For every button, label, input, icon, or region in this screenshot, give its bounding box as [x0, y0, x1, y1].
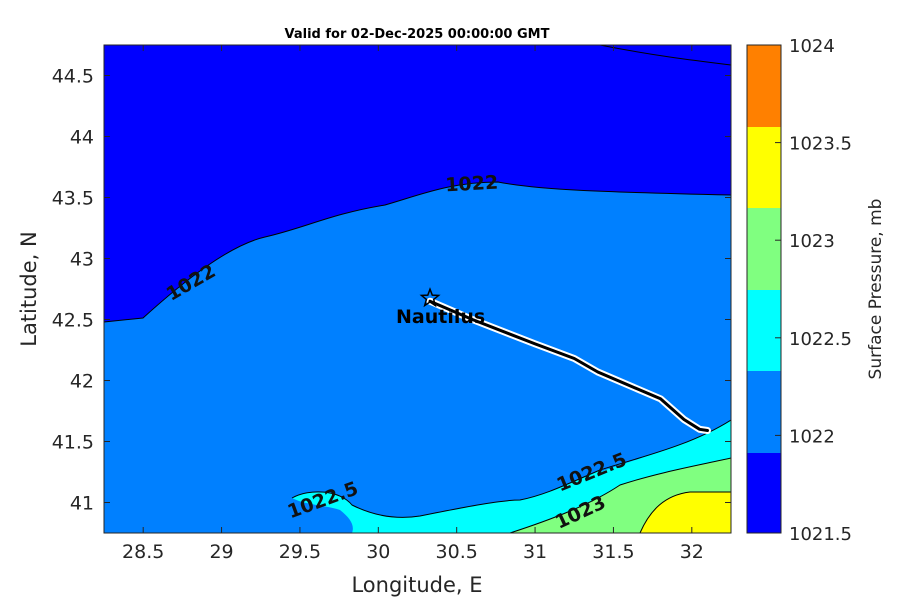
y-tick-label: 42.5: [52, 310, 94, 332]
contour-line-1023: [509, 457, 731, 533]
map-plot-area: 1022 1022 1022.5 1022.5 1023 Nautilus: [104, 45, 731, 533]
x-tick-label: 28.5: [122, 541, 164, 563]
colorbar-tick-label: 1024: [789, 36, 835, 57]
y-axis-label: Latitude, N: [17, 231, 41, 347]
contour-line-1022-topright: [599, 45, 731, 66]
x-axis-label: Longitude, E: [351, 573, 482, 597]
colorbar-band-1024: [747, 45, 781, 127]
colorbar-frame: [746, 44, 782, 534]
y-tick-label: 43: [70, 249, 94, 271]
x-tick-label: 32: [680, 541, 704, 563]
x-axis-ticks: 28.5 29 29.5 30 30.5 31 31.5 32: [122, 45, 704, 563]
contour-line-1023_5: [639, 491, 731, 533]
colorbar-tick-label: 1023: [789, 231, 835, 252]
y-tick-label: 42: [70, 371, 94, 393]
y-tick-label: 41: [70, 493, 94, 515]
ship-track-line: [428, 299, 709, 432]
colorbar-tick-label: 1022.5: [789, 329, 852, 350]
x-tick-label: 30.5: [436, 541, 478, 563]
ship-position-star-icon: [419, 287, 441, 308]
contour-label-1022-top: 1022: [445, 172, 499, 197]
colorbar-tick-label: 1021.5: [789, 524, 852, 545]
colorbar-band-1021_5: [747, 453, 781, 533]
colorbar-ticks: 1024 1023.5 1023 1022.5 1022 1021.5: [775, 36, 852, 545]
band-1022_5-bottom: [292, 470, 620, 533]
colorbar-label: Surface Pressure, mb: [866, 199, 886, 380]
contour-line-1022_5: [291, 419, 731, 518]
y-tick-label: 41.5: [52, 432, 94, 454]
colorbar-band-1023_5: [747, 127, 781, 208]
figure-title: Valid for 02-Dec-2025 00:00:00 GMT: [285, 27, 550, 42]
x-tick-label: 29: [209, 541, 233, 563]
colorbar-tick-label: 1022: [789, 426, 835, 447]
band-1022: [104, 182, 731, 533]
x-tick-label: 30: [366, 541, 390, 563]
band-1023_5: [640, 492, 731, 533]
y-tick-label: 44: [70, 127, 94, 149]
colorbar-band-1022: [747, 371, 781, 453]
y-axis-ticks: 44.5 44 43.5 43 42.5 42 41.5 41: [52, 66, 731, 515]
map-axes-frame: [103, 44, 732, 534]
x-tick-label: 31: [523, 541, 547, 563]
y-tick-label: 43.5: [52, 188, 94, 210]
colorbar-band-1023: [747, 208, 781, 290]
ship-label: Nautilus: [396, 306, 485, 328]
colorbar: 1024 1023.5 1023 1022.5 1022 1021.5 Surface P…: [746, 36, 886, 545]
contour-line-1022-main: [104, 181, 731, 323]
colorbar-tick-label: 1023.5: [789, 134, 852, 155]
y-tick-label: 44.5: [52, 66, 94, 88]
x-tick-label: 29.5: [279, 541, 321, 563]
x-tick-label: 31.5: [592, 541, 634, 563]
colorbar-band-1022_5: [747, 290, 781, 371]
